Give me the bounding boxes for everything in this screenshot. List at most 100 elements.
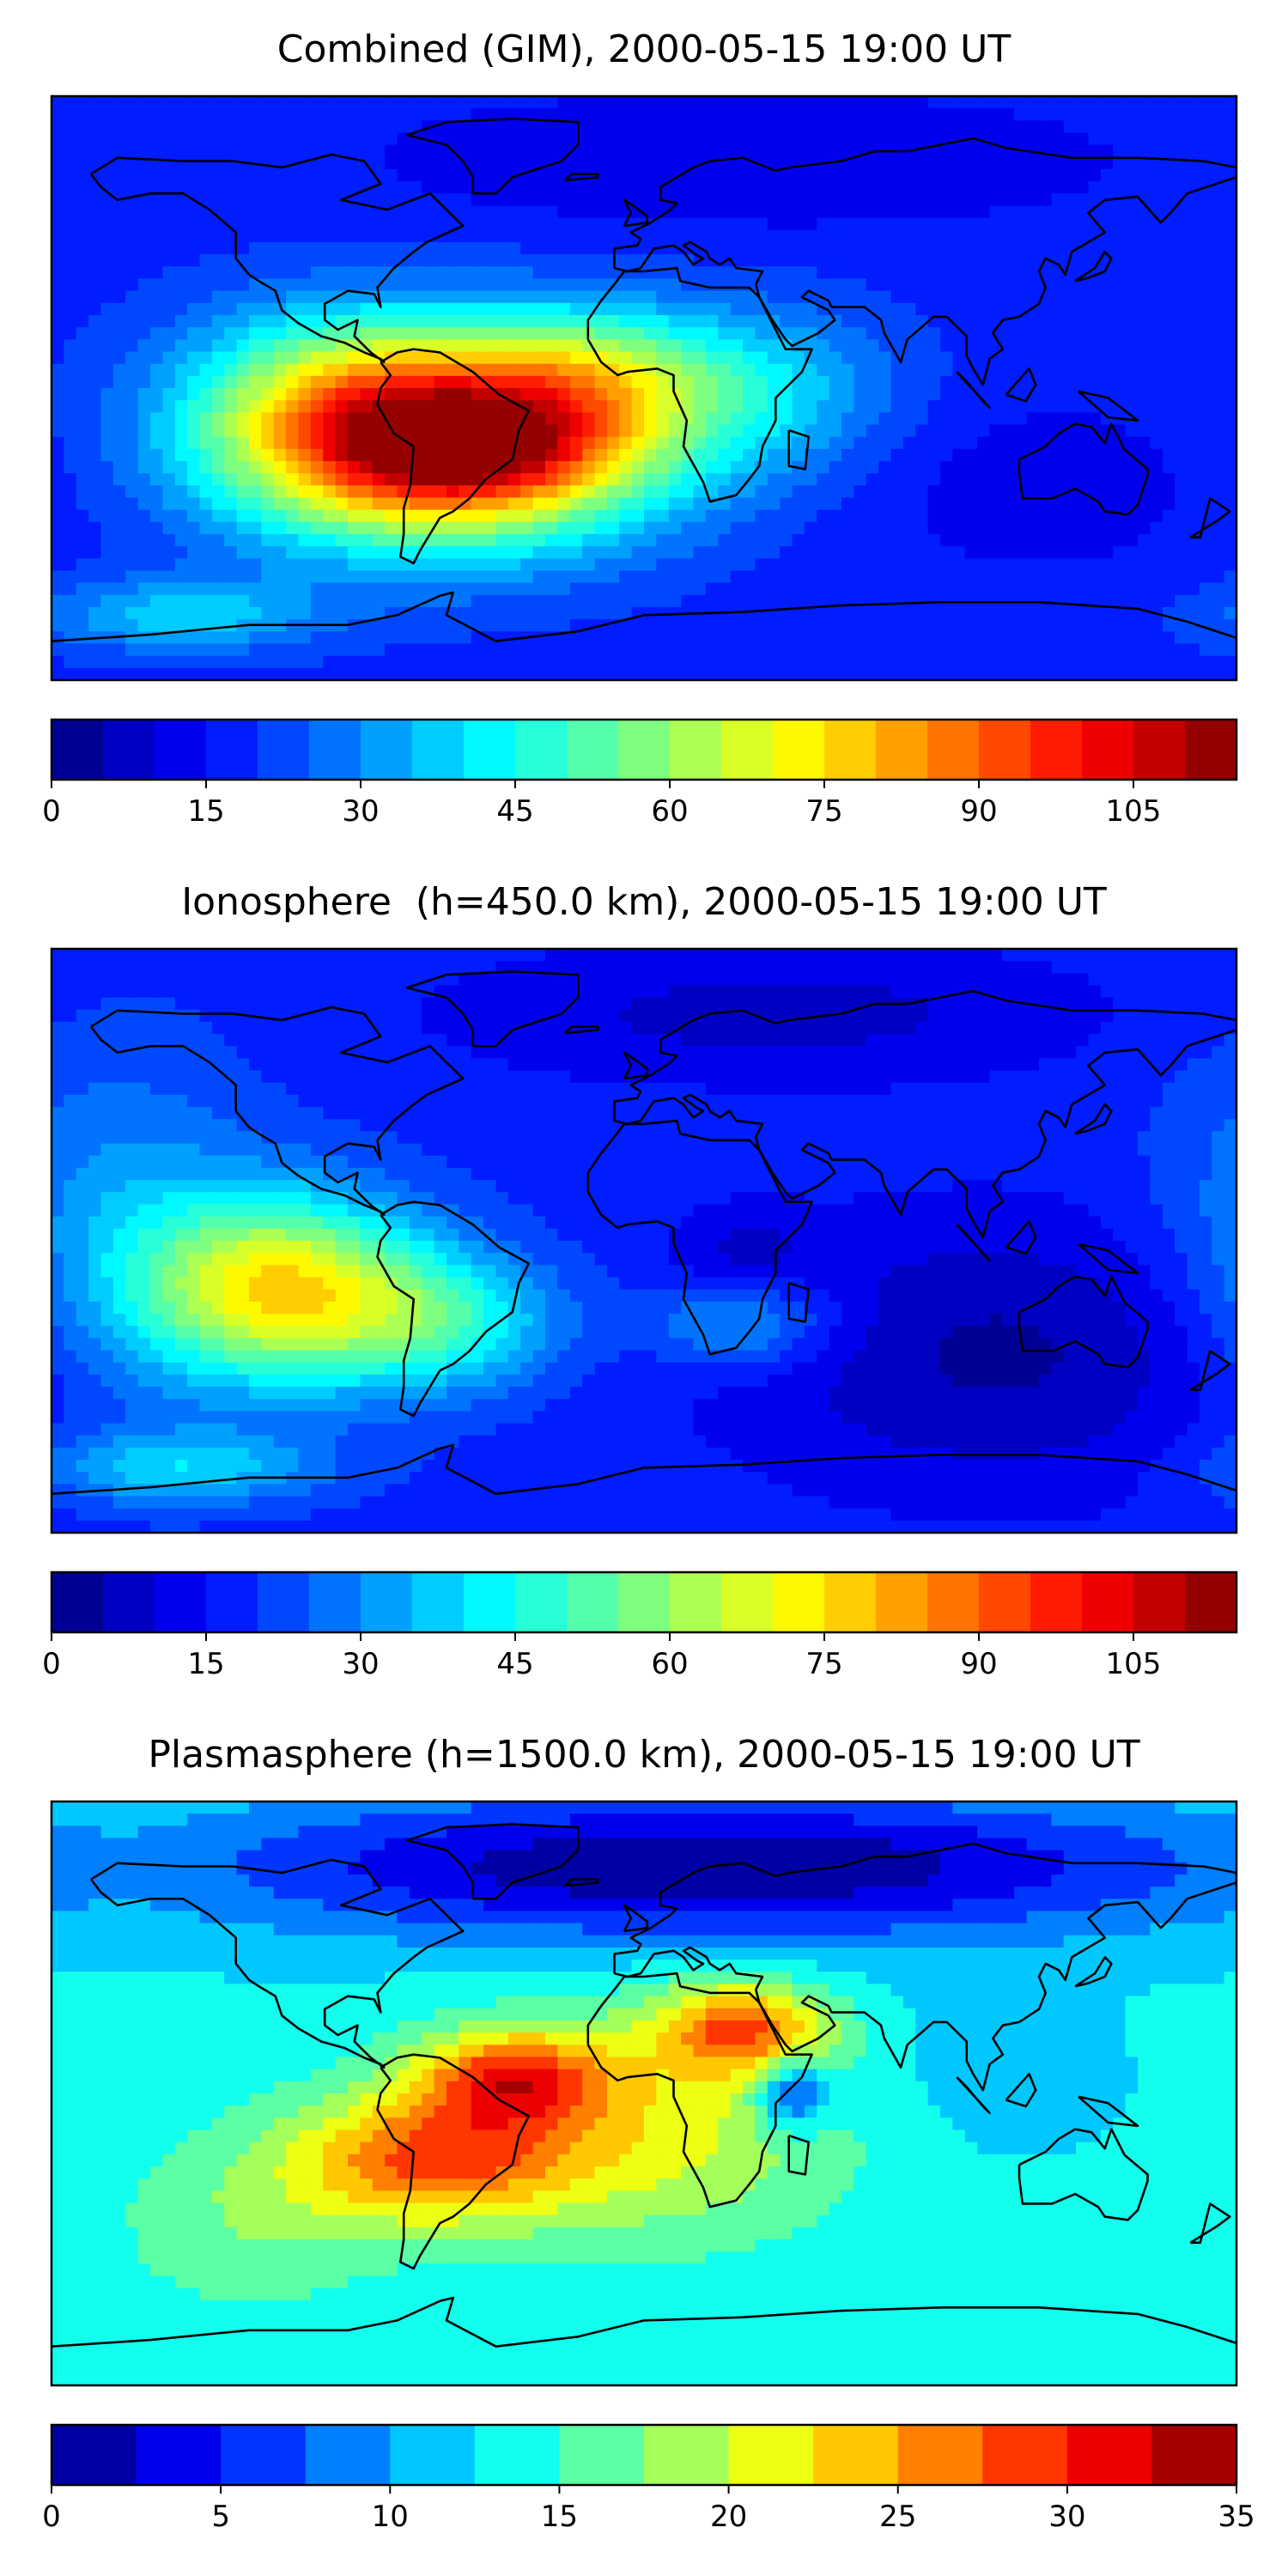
map-cell [520,229,534,243]
map-cell [693,594,707,608]
map-cell [52,534,64,547]
map-cell [211,509,225,523]
map-cell [273,229,287,243]
map-cell [989,570,1003,584]
colorbar-tick-label: 60 [651,794,688,829]
map-cell [174,363,188,377]
map-cell [495,473,509,486]
map-cell [1076,436,1090,450]
map-cell [483,205,497,219]
map-cell [1100,290,1114,304]
map-cell [1088,363,1102,377]
map-cell [112,108,126,121]
map-cell [137,375,151,389]
map-cell [76,327,89,340]
map-cell [459,949,472,962]
map-cell [594,278,608,292]
map-cell [76,448,89,462]
map-cell [174,327,188,340]
map-cell [545,436,558,450]
map-cell [1051,473,1065,486]
map-cell [409,229,422,243]
map-cell [841,461,854,474]
map-cell [360,485,374,499]
map-cell [545,302,558,316]
map-cell [52,546,64,559]
map-cell [693,582,707,596]
map-cell [890,327,904,340]
map-cell [743,949,756,962]
map-cell [273,448,287,462]
colorbar-segment [1133,720,1186,780]
map-cell [471,594,484,608]
map-cell [1175,290,1188,304]
map-cell [569,448,583,462]
map-cell [532,558,546,572]
map-cell [1100,461,1114,474]
map-cell [360,448,374,462]
map-cell [150,497,163,511]
map-cell [569,181,583,194]
map-cell [1076,521,1090,535]
map-cell [495,655,509,669]
map-cell [927,388,941,401]
colorbar-tick-label: 15 [187,794,224,829]
map-cell [224,985,238,999]
map-cell [952,144,966,158]
map-cell [866,254,879,267]
map-cell [644,558,657,572]
map-cell [495,108,509,121]
map-cell [829,205,842,219]
map-cell [88,156,102,170]
map-cell [385,302,398,316]
map-cell [137,302,151,316]
map-cell [817,400,830,413]
map-cell [112,169,126,182]
map-cell [162,667,176,680]
map-cell [668,509,682,523]
coastline [1078,390,1139,422]
map-cell [606,120,620,134]
map-cell [150,315,163,328]
map-cell [656,485,670,499]
map-cell [187,254,201,267]
map-cell [557,448,571,462]
map-cell [866,266,879,280]
map-cell [606,667,620,680]
map-cell [644,521,657,535]
map-cell [977,448,991,462]
map-cell [940,485,953,499]
map-cell [483,169,497,182]
map-cell [619,144,633,158]
map-cell [927,254,941,267]
map-cell [1001,424,1015,438]
map-combined [50,94,1238,682]
map-cell [125,229,139,243]
map-cell [1125,424,1139,438]
map-cell [989,619,1003,632]
map-cell [915,424,929,438]
map-cell [1175,144,1188,158]
map-cell [841,327,854,340]
map-cell [557,266,571,280]
map-cell [582,363,596,377]
map-cell [520,351,534,365]
map-cell [236,388,250,401]
map-cell [594,205,608,219]
map-cell [1026,424,1040,438]
map-cell [1076,156,1090,170]
map-cell [792,558,805,572]
map-cell [730,424,744,438]
map-cell [64,619,77,632]
map-cell [1199,96,1212,109]
map-cell [112,949,126,962]
map-cell [1212,582,1225,596]
map-cell [952,229,966,243]
map-cell [52,424,64,438]
map-cell [668,631,682,645]
map-cell [606,156,620,170]
map-cell [557,461,571,474]
map-cell [64,351,77,365]
map-cell [619,375,633,389]
map-cell [507,619,521,632]
